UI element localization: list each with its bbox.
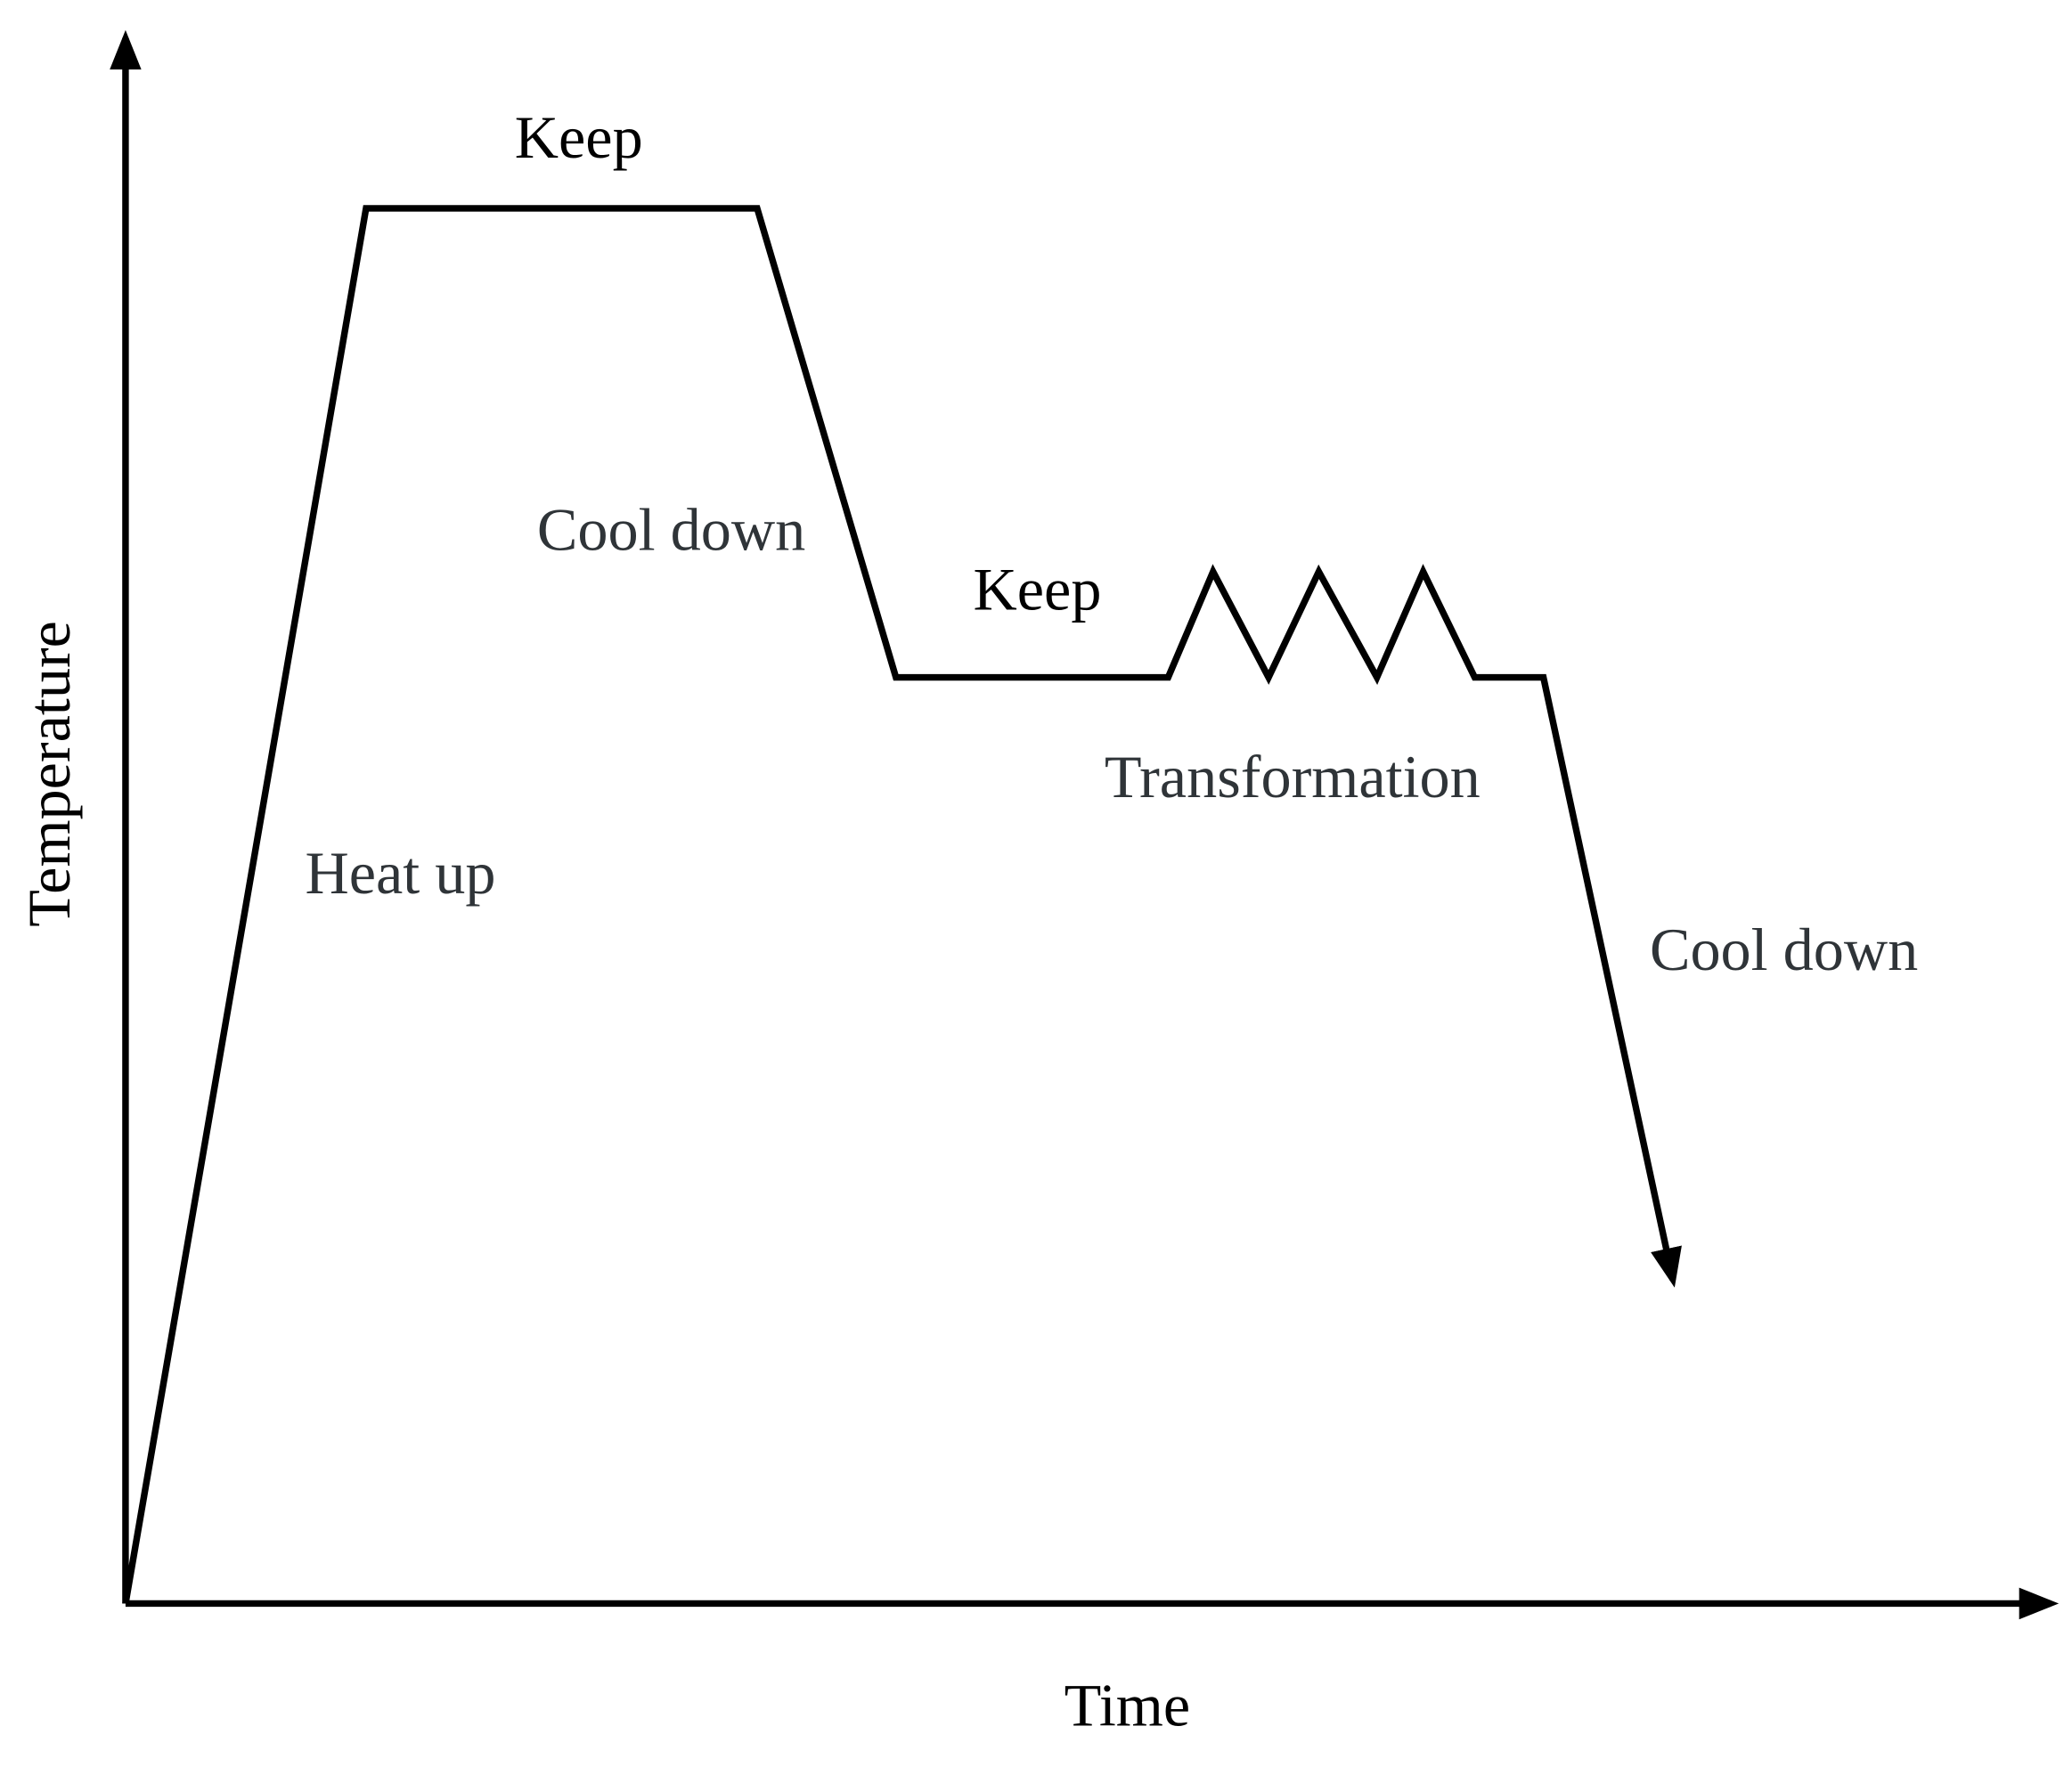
stage-label: Keep bbox=[515, 103, 643, 171]
stage-label: Transformation bbox=[1105, 743, 1481, 810]
stage-label: Heat up bbox=[305, 839, 495, 907]
x-axis-label: Time bbox=[1065, 1672, 1191, 1739]
temperature-profile bbox=[122, 205, 1682, 1605]
stage-label: Keep bbox=[974, 555, 1102, 623]
y-axis-label: Temperature bbox=[15, 621, 83, 927]
stage-label: Cool down bbox=[1650, 916, 1918, 983]
stage-label: Cool down bbox=[537, 496, 805, 564]
